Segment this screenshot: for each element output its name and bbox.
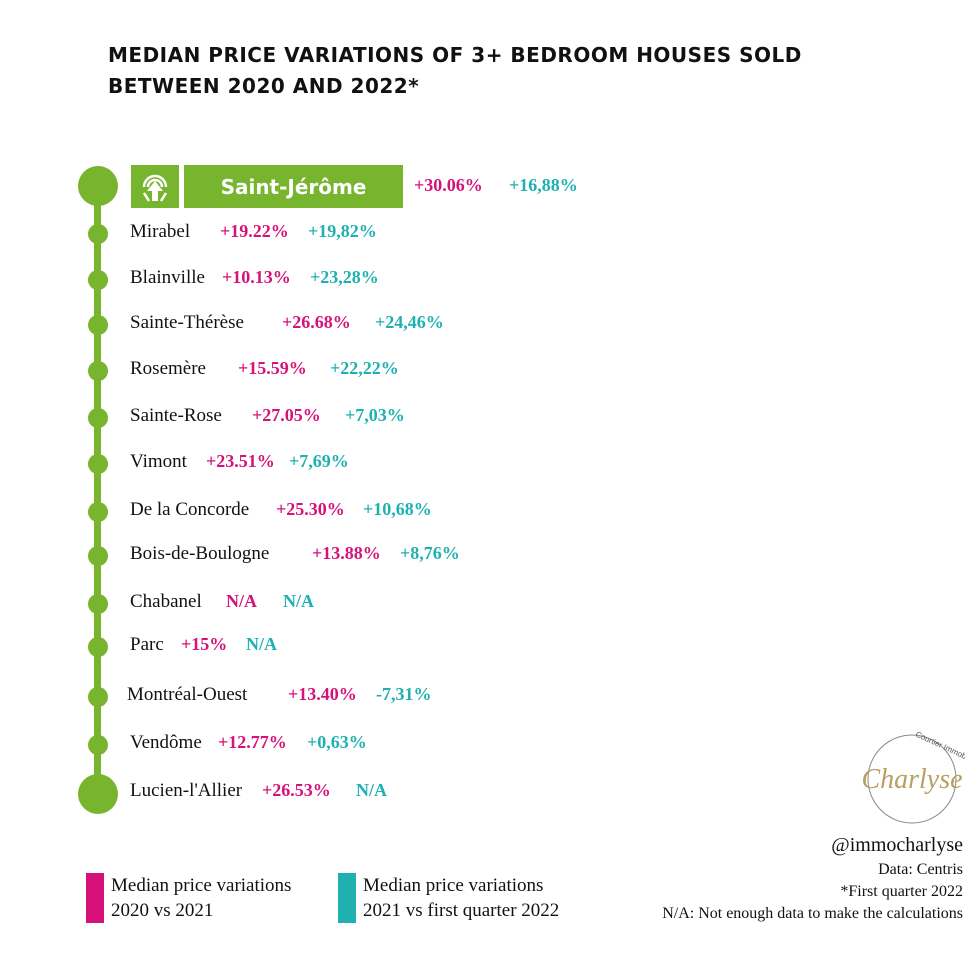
variation-2021-2022: N/A [283, 591, 314, 611]
legend-label-2021-2022: Median price variations 2021 vs first qua… [363, 875, 560, 921]
timeline-dot [88, 315, 108, 335]
timeline-dot [88, 224, 108, 244]
station-name: Sainte-Thérèse [130, 312, 244, 333]
social-handle: @immocharlyse [831, 834, 963, 856]
variation-2020-2021: +19.22% [220, 221, 289, 241]
legend-swatch-2020-2021 [86, 873, 104, 923]
variation-2020-2021: +26.53% [262, 780, 331, 800]
charlyse-logo: Charlyse Courtier Immobilier [860, 724, 980, 829]
variation-2020-2021: +25.30% [276, 499, 345, 519]
station-name: Bois-de-Boulogne [130, 543, 270, 564]
variation-2021-2022: -7,31% [376, 684, 432, 704]
variation-2020-2021: +27.05% [252, 405, 321, 425]
station-name: Rosemère [130, 358, 206, 379]
highlight-variation-2020-2021: +30.06% [414, 175, 483, 195]
svg-text:Courtier Immobilier: Courtier Immobilier [914, 730, 965, 767]
variation-2020-2021: +13.40% [288, 684, 357, 704]
timeline-dot [88, 687, 108, 707]
footnote: *First quarter 2022 [840, 883, 963, 900]
legend-swatch-2021-2022 [338, 873, 356, 923]
variation-2020-2021: +13.88% [312, 543, 381, 563]
timeline-dot [88, 361, 108, 381]
timeline-dot [88, 637, 108, 657]
variation-2021-2022: +23,28% [310, 267, 379, 287]
timeline-start-dot [78, 166, 118, 206]
timeline-dot [88, 408, 108, 428]
variation-2021-2022: +7,03% [345, 405, 405, 425]
page-title: MEDIAN PRICE VARIATIONS OF 3+ BEDROOM HO… [108, 43, 802, 98]
timeline-dot [88, 735, 108, 755]
timeline-end-dot [78, 774, 118, 814]
variation-2021-2022: +8,76% [400, 543, 460, 563]
legend-label-2020-2021: Median price variations 2020 vs 2021 [111, 875, 292, 921]
timeline-line [94, 186, 101, 794]
variation-2020-2021: +10.13% [222, 267, 291, 287]
timeline-dot [88, 502, 108, 522]
data-source: Data: Centris [878, 861, 963, 878]
station-name: Mirabel [130, 221, 191, 242]
station-name: Vimont [130, 451, 187, 472]
station-name: Parc [130, 634, 164, 655]
variation-2021-2022: +22,22% [330, 358, 399, 378]
variation-2021-2022: N/A [356, 780, 387, 800]
highlight-variation-2021-2022: +16,88% [509, 175, 578, 195]
variation-2021-2022: +0,63% [307, 732, 367, 752]
timeline-dot [88, 270, 108, 290]
variation-2020-2021: N/A [226, 591, 257, 611]
variation-2021-2022: +10,68% [363, 499, 432, 519]
station-name: Lucien-l'Allier [130, 780, 243, 801]
variation-2020-2021: +12.77% [218, 732, 287, 752]
variation-2020-2021: +23.51% [206, 451, 275, 471]
station-name: Chabanel [130, 591, 202, 612]
highlight-station-name: Saint-Jérôme [184, 165, 403, 208]
station-name: Montréal-Ouest [127, 684, 248, 705]
station-name: De la Concorde [130, 499, 250, 520]
station-name: Sainte-Rose [130, 405, 222, 426]
station-name: Blainville [130, 267, 205, 288]
variation-2020-2021: +15% [181, 634, 228, 654]
variation-2020-2021: +26.68% [282, 312, 351, 332]
timeline-dot [88, 454, 108, 474]
svg-text:Charlyse: Charlyse [861, 764, 962, 795]
timeline-dot [88, 594, 108, 614]
timeline-dot [88, 546, 108, 566]
na-note: N/A: Not enough data to make the calcula… [662, 905, 963, 922]
variation-2020-2021: +15.59% [238, 358, 307, 378]
train-icon [131, 165, 179, 208]
station-name: Vendôme [130, 732, 202, 753]
variation-2021-2022: +7,69% [289, 451, 349, 471]
variation-2021-2022: N/A [246, 634, 277, 654]
variation-2021-2022: +19,82% [308, 221, 377, 241]
variation-2021-2022: +24,46% [375, 312, 444, 332]
